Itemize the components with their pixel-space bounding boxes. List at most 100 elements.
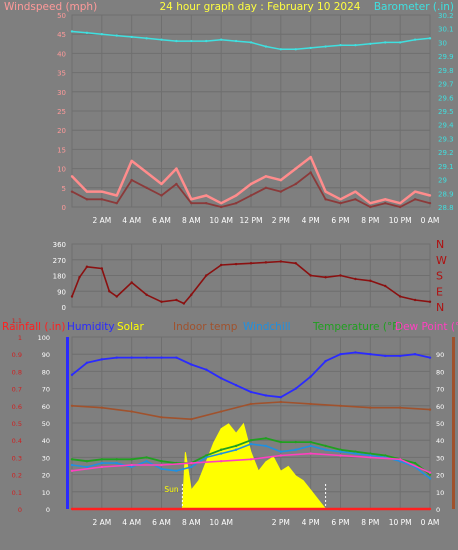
direction-tick-label: 360: [53, 241, 66, 249]
wind-direction-line-point: [279, 260, 283, 263]
wind-direction-line-point: [130, 281, 133, 284]
wind-direction-line-point: [182, 302, 186, 305]
dewpoint-line-point: [369, 456, 372, 459]
time-tick-label: 0 AM: [421, 518, 440, 527]
humidity-tick-label: 10: [42, 489, 50, 497]
temperature-line-point: [324, 444, 327, 448]
humidity-line-point: [234, 383, 238, 387]
humidity-line-point: [339, 353, 342, 356]
windchill-line-point: [369, 454, 372, 457]
wind-average-line-point: [354, 198, 357, 201]
wind-gust-line-point: [428, 194, 432, 197]
barometer-line-point: [219, 38, 223, 41]
wind-gust-line-point: [175, 167, 178, 170]
barometer-tick-label: 29.1: [438, 163, 454, 171]
humidity-line-point: [100, 358, 104, 361]
temperature-line-point: [279, 440, 283, 444]
humidity-line-point: [264, 394, 268, 397]
windchill-line-point: [190, 465, 193, 469]
wind-gust-line-point: [264, 175, 268, 178]
indoor-temp-line-point: [100, 406, 104, 409]
wind-gust-line-point: [85, 190, 89, 193]
wind-gust-line-point: [70, 175, 74, 178]
windchill-line-point: [249, 442, 253, 446]
wind-average-line-point: [339, 201, 342, 205]
temperature-line-point: [70, 458, 74, 461]
wind-gust-line-point: [294, 167, 297, 170]
windchill-line-point: [100, 461, 104, 465]
indoor-temp-line-point: [160, 416, 163, 419]
wind-direction-line-point: [108, 290, 111, 293]
barometer-line-point: [354, 43, 357, 47]
temperature-tick-label: 60: [436, 403, 444, 411]
wind-average-line-point: [413, 198, 417, 201]
humidity-line-point: [115, 356, 118, 359]
rain-tick-label: 0.3: [12, 454, 22, 462]
wind-gust-line-point: [115, 194, 118, 197]
time-tick-label: 2 AM: [92, 216, 111, 225]
wind-average-line-point: [324, 198, 327, 201]
time-tick-label: 4 PM: [302, 216, 320, 225]
wind-direction-line-point: [324, 276, 327, 279]
wind-average-line-point: [70, 190, 74, 193]
windspeed-tick-label: 50: [57, 12, 66, 20]
humidity-line-point: [413, 353, 417, 356]
windchill-line-point: [398, 460, 402, 463]
dewpoint-line-point: [219, 460, 223, 463]
chart-title: 24 hour graph day : February 10 2024: [160, 1, 361, 13]
barometer-tick-label: 30.2: [438, 12, 454, 20]
indoor-temp-line-point: [339, 404, 342, 407]
barometer-tick-label: 29.5: [438, 108, 454, 116]
wind-direction-line-point: [249, 262, 253, 265]
barometer-tick-label: 30: [438, 39, 447, 47]
wind-gust-line-point: [324, 190, 327, 193]
barometer-line-point: [130, 35, 133, 39]
wind-direction-line-point: [384, 284, 387, 288]
windspeed-tick-label: 30: [57, 89, 66, 97]
humidity-tick-label: 40: [42, 437, 50, 445]
wind-gust-line-point: [309, 155, 312, 159]
time-tick-label: 6 AM: [152, 216, 171, 225]
wind-average-line-point: [309, 171, 312, 174]
windchill-line-point: [70, 463, 74, 467]
humidity-line-point: [294, 387, 297, 390]
humidity-line-point: [324, 359, 327, 363]
wind-gust-line-point: [398, 201, 402, 205]
windchill-line-point: [175, 469, 178, 472]
barometer-line-point: [428, 37, 432, 40]
barometer-axis-label: Barometer (.in): [374, 1, 454, 13]
time-tick-label: 8 AM: [182, 216, 201, 225]
time-tick-label: 10 PM: [389, 518, 412, 527]
barometer-line-point: [115, 34, 118, 37]
humidity-tick-label: 100: [38, 334, 50, 342]
temperature-tick-label: 30: [436, 454, 444, 462]
wind-direction-line-point: [264, 261, 268, 264]
time-tick-label: 10 AM: [209, 216, 233, 225]
humidity-tick-label: 90: [42, 351, 50, 359]
humidity-line-point: [160, 356, 163, 359]
windchill-line-point: [264, 444, 268, 448]
compass-label: S: [436, 270, 443, 283]
barometer-line-point: [145, 37, 148, 40]
barometer-line-point: [324, 45, 327, 48]
rain-tick-label: 0: [18, 506, 22, 514]
windchill-line-point: [205, 456, 208, 459]
wind-average-line-point: [249, 194, 253, 197]
wind-direction-line-point: [70, 295, 74, 298]
barometer-line-point: [413, 38, 417, 41]
wind-direction-line-point: [85, 265, 89, 268]
barometer-line-point: [384, 41, 387, 44]
windchill-line-point: [294, 448, 297, 451]
wind-gust-line-point: [339, 198, 342, 201]
wind-direction-line-point: [160, 300, 163, 303]
barometer-line-point: [234, 39, 238, 43]
wind-gust-line-point: [130, 159, 133, 163]
temperature-line-point: [294, 440, 297, 444]
barometer-line-point: [264, 45, 268, 48]
barometer-line-point: [70, 30, 74, 33]
wind-average-line-point: [234, 201, 238, 205]
humidity-axis-bar: [66, 337, 69, 509]
windchill-line-point: [279, 450, 283, 453]
indoor-temp-line-point: [279, 400, 283, 404]
temperature-line-point: [339, 448, 342, 451]
